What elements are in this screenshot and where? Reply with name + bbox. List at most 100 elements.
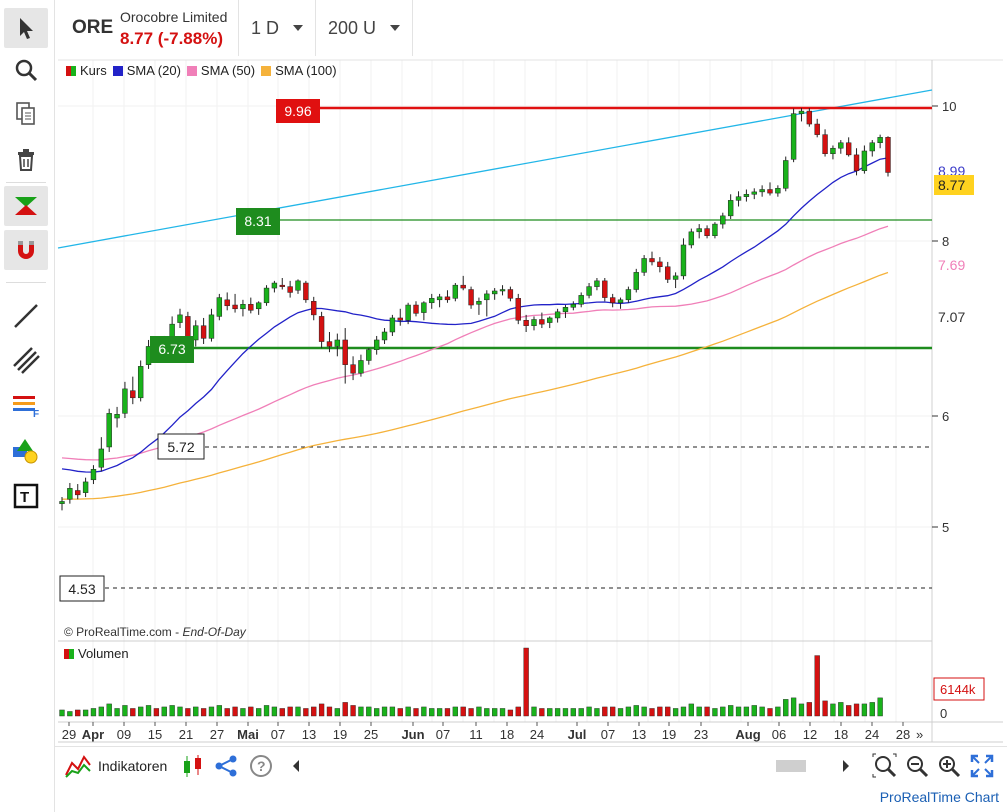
- legend-sma20[interactable]: SMA (20): [126, 63, 181, 78]
- horizontal-scrollbar[interactable]: [776, 747, 806, 785]
- volume-tag: 6144k: [940, 682, 976, 697]
- candle: [303, 280, 309, 303]
- copy-icon[interactable]: [4, 94, 48, 134]
- candle: [255, 301, 262, 315]
- volume-bar: [271, 706, 278, 717]
- volume-bar: [735, 706, 742, 717]
- volume-bar: [602, 706, 608, 717]
- volume-bar: [303, 708, 309, 717]
- zoom-auto-button[interactable]: [872, 747, 898, 785]
- time-tick: Jul: [568, 727, 587, 742]
- volume-bar: [586, 706, 592, 717]
- help-button[interactable]: ?: [248, 747, 274, 785]
- dashed-low-label[interactable]: 4.53: [59, 575, 105, 602]
- legend: Kurs SMA (20) SMA (50) SMA (100): [60, 63, 337, 78]
- volume-bar: [122, 705, 128, 717]
- volume-bar: [240, 708, 246, 717]
- parallel-lines-icon[interactable]: [4, 340, 48, 380]
- candle: [609, 293, 616, 308]
- candle: [114, 406, 120, 428]
- candle: [554, 308, 561, 323]
- candle: [523, 314, 529, 332]
- fullscreen-button[interactable]: [970, 747, 994, 785]
- candle: [90, 465, 97, 485]
- time-tick: 19: [333, 727, 347, 742]
- volume-bar: [224, 708, 230, 717]
- scrollbar-thumb[interactable]: [776, 760, 806, 772]
- candle: [106, 408, 112, 452]
- dashed-high-label[interactable]: 5.72: [157, 433, 205, 460]
- price-axis[interactable]: 10 8 6 5 8.99 8.77 7.69 7.07: [932, 99, 974, 535]
- candle: [193, 320, 199, 347]
- volume-bar: [547, 708, 553, 717]
- price-tick: 10: [942, 99, 956, 114]
- volume-bar: [838, 702, 844, 717]
- volume-bars: [59, 647, 883, 717]
- legend-kurs[interactable]: Kurs: [80, 63, 107, 78]
- units-dropdown[interactable]: 200 U: [316, 0, 413, 56]
- magnet-icon[interactable]: [4, 230, 48, 270]
- zoom-in-button[interactable]: [936, 747, 962, 785]
- time-tick: 07: [436, 727, 450, 742]
- resistance-label[interactable]: 9.96: [276, 99, 320, 123]
- chart-type-button[interactable]: [180, 747, 206, 785]
- candle: [845, 137, 852, 157]
- candle: [830, 145, 836, 160]
- candle: [413, 301, 419, 317]
- candle: [547, 316, 553, 329]
- candle: [484, 290, 490, 317]
- candle: [421, 301, 427, 321]
- legend-swatch-sma100: [261, 65, 272, 76]
- time-tick: 07: [271, 727, 285, 742]
- svg-text:?: ?: [257, 758, 266, 774]
- line-tool-icon[interactable]: [4, 296, 48, 336]
- time-tick: Jun: [401, 727, 424, 742]
- candle: [562, 305, 569, 318]
- scroll-right-icon[interactable]: »: [916, 727, 923, 742]
- candle: [429, 293, 435, 309]
- volume-bar: [311, 706, 317, 717]
- legend-sma50[interactable]: SMA (50): [200, 63, 256, 78]
- trash-icon[interactable]: [4, 140, 48, 180]
- scroll-right-button[interactable]: [840, 747, 852, 785]
- shapes-icon[interactable]: [4, 430, 48, 470]
- time-axis[interactable]: 29 Apr 09 15 21 27 Mai 07 13 19 25 Jun 07 11 18 24 Jul 07…: [62, 722, 910, 742]
- volume-bar: [82, 709, 89, 717]
- candle: [790, 108, 797, 163]
- time-tick: 18: [500, 727, 514, 742]
- legend-volume[interactable]: Volumen: [78, 646, 129, 661]
- candle: [775, 185, 781, 197]
- candle: [853, 148, 860, 176]
- trendline[interactable]: [57, 89, 933, 249]
- volume-bar: [830, 703, 836, 717]
- volume-bar: [672, 708, 679, 717]
- zoom-tool-icon[interactable]: [4, 50, 48, 90]
- instrument-info[interactable]: ORE Orocobre Limited 8.77 (-7.88%): [54, 0, 239, 56]
- fibonacci-icon[interactable]: F: [4, 384, 48, 424]
- volume-bar: [114, 708, 120, 717]
- chevron-down-icon: [293, 25, 303, 31]
- timeframe-dropdown[interactable]: 1 D: [239, 0, 316, 56]
- volume-bar: [570, 708, 576, 717]
- text-tool-icon[interactable]: T: [4, 476, 48, 516]
- support-mid-label[interactable]: 6.73: [150, 336, 194, 363]
- candle: [877, 134, 883, 149]
- volume-bar: [421, 706, 427, 717]
- zoom-out-button[interactable]: [904, 747, 930, 785]
- volume-bar: [397, 708, 403, 717]
- candle: [342, 328, 348, 384]
- support-high-label[interactable]: 8.31: [236, 208, 280, 235]
- scroll-left-button[interactable]: [290, 747, 302, 785]
- cursor-tool-icon[interactable]: [4, 8, 48, 48]
- time-tick: 27: [210, 727, 224, 742]
- candle: [476, 297, 482, 315]
- time-tick: 21: [179, 727, 193, 742]
- price-tick: 8: [942, 234, 949, 249]
- legend-sma100[interactable]: SMA (100): [275, 63, 337, 78]
- indicators-button[interactable]: Indikatoren: [64, 747, 167, 785]
- trend-arrows-icon[interactable]: [4, 186, 48, 226]
- share-button[interactable]: [214, 747, 238, 785]
- brand-link[interactable]: ProRealTime Chart: [879, 789, 999, 805]
- watermark: © ProRealTime.com - End-Of-Day: [64, 625, 247, 639]
